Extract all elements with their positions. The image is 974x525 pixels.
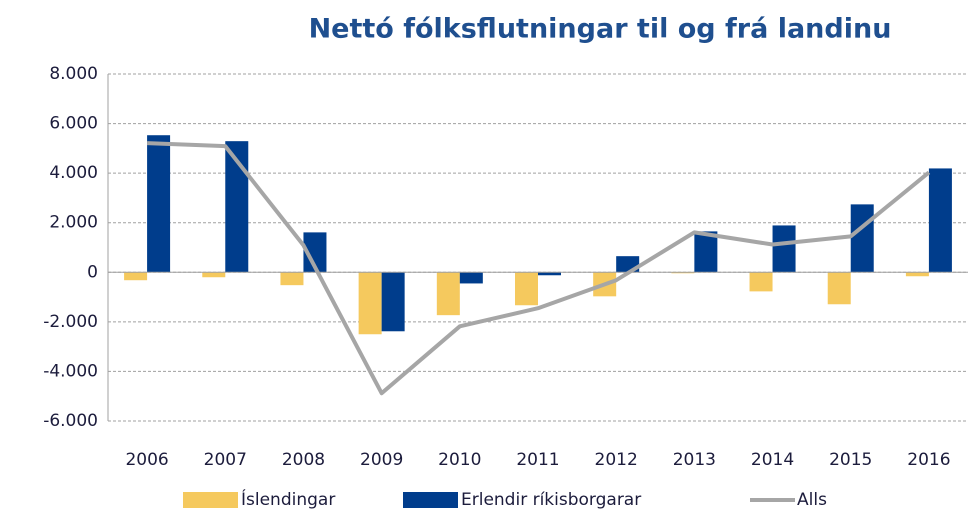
bar	[749, 272, 773, 292]
bar	[928, 168, 952, 273]
legend-label: Íslendingar	[241, 488, 335, 510]
bar	[147, 135, 171, 273]
chart-title: Nettó fólksflutningar til og frá landinu	[309, 14, 892, 45]
y-tick-label: 8.000	[49, 64, 98, 84]
bar	[905, 272, 929, 277]
bar	[303, 232, 327, 273]
bar	[436, 272, 460, 316]
x-tick-label: 2008	[282, 450, 325, 470]
x-tick-label: 2009	[360, 450, 403, 470]
y-tick-label: -2.000	[43, 312, 98, 332]
bar	[515, 272, 538, 306]
bar	[538, 272, 561, 276]
legend-swatch	[403, 492, 458, 508]
legend-label: Alls	[797, 490, 827, 510]
legend-label: Erlendir ríkisborgarar	[461, 490, 641, 510]
bar	[225, 141, 249, 273]
x-tick-label: 2012	[595, 450, 638, 470]
bar	[202, 272, 226, 278]
y-tick-label: 4.000	[49, 163, 98, 183]
y-tick-label: 2.000	[49, 213, 98, 233]
bar	[459, 272, 483, 284]
y-tick-label: -4.000	[43, 361, 98, 381]
y-tick-label: -6.000	[43, 411, 98, 431]
legend-swatch	[183, 492, 238, 508]
x-tick-label: 2014	[751, 450, 794, 470]
bar	[381, 272, 405, 332]
bar	[827, 272, 851, 305]
bar	[280, 272, 304, 286]
x-tick-label: 2015	[829, 450, 872, 470]
x-tick-label: 2010	[438, 450, 481, 470]
bar	[772, 225, 796, 273]
y-tick-label: 0	[87, 262, 98, 282]
x-tick-label: 2006	[125, 450, 168, 470]
bar	[358, 272, 382, 335]
x-tick-label: 2016	[907, 450, 950, 470]
x-tick-label: 2007	[204, 450, 247, 470]
bar	[694, 231, 718, 273]
x-tick-label: 2013	[673, 450, 716, 470]
line	[147, 141, 931, 396]
x-tick-label: 2011	[516, 450, 559, 470]
bar	[850, 204, 874, 273]
y-tick-label: 6.000	[49, 114, 98, 134]
bar	[124, 272, 148, 281]
